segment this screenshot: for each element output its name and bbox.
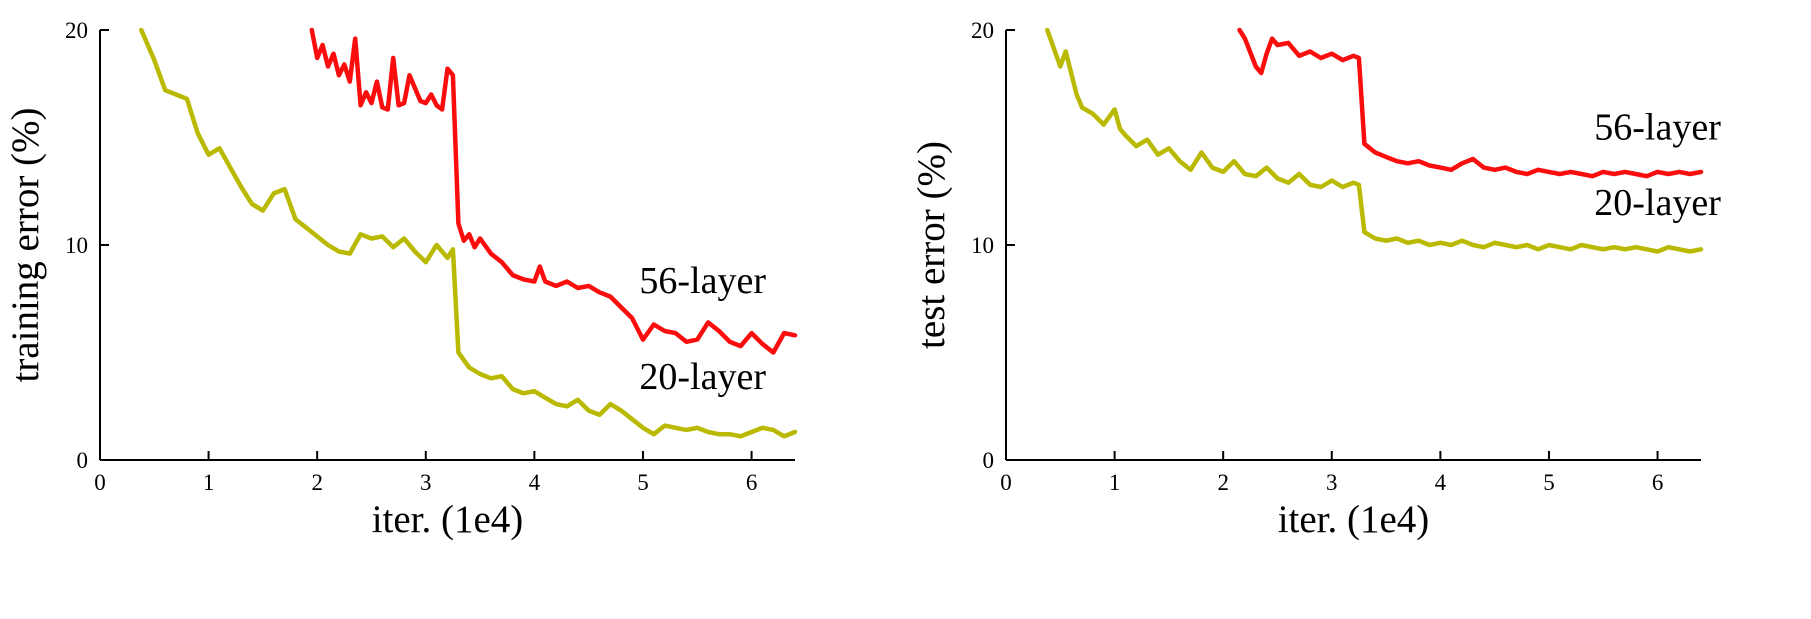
y-tick-label: 0 — [983, 448, 995, 473]
series-line-56-layer — [309, 27, 798, 355]
y-axis-label: test error (%) — [910, 141, 953, 349]
x-tick-label: 3 — [1326, 470, 1338, 495]
curve-annotation-20-layer: 20-layer — [1594, 182, 1721, 224]
x-tick-label: 0 — [94, 470, 106, 495]
x-tick-label: 1 — [1109, 470, 1121, 495]
curve-annotation-56-layer: 56-layer — [1594, 107, 1721, 149]
x-tick-label: 1 — [203, 470, 215, 495]
y-tick-label: 0 — [77, 448, 89, 473]
y-tick-label: 20 — [65, 18, 88, 43]
test-error-chart: 0 1 2 3 4 5 6 0 10 20 iter. (1e4) test error (%) 56-… — [906, 0, 1811, 614]
x-tick-label: 4 — [529, 470, 541, 495]
x-axis-label: iter. (1e4) — [1278, 498, 1430, 541]
training-error-chart-svg: 0 1 2 3 4 5 6 0 10 20 iter. (1e4) training error (%… — [4, 18, 798, 541]
x-tick-label: 2 — [311, 470, 323, 495]
y-tick-label: 10 — [65, 233, 88, 258]
x-axis-label: iter. (1e4) — [372, 498, 524, 541]
x-tick-label: 0 — [1000, 470, 1012, 495]
curve-annotation-20-layer: 20-layer — [639, 356, 766, 398]
x-tick-label: 6 — [1652, 470, 1664, 495]
x-tick-label: 2 — [1217, 470, 1229, 495]
x-tick-label: 3 — [420, 470, 432, 495]
curve-annotation-56-layer: 56-layer — [639, 260, 766, 302]
x-tick-label: 5 — [637, 470, 649, 495]
series-line-56-layer — [1237, 27, 1704, 179]
x-tick-label: 6 — [746, 470, 758, 495]
series-line-20-layer — [1045, 27, 1704, 254]
series-line-20-layer — [139, 27, 798, 439]
y-tick-label: 20 — [971, 18, 994, 43]
y-tick-label: 10 — [971, 233, 994, 258]
training-error-chart: 0 1 2 3 4 5 6 0 10 20 iter. (1e4) training error (%… — [0, 0, 905, 614]
y-axis-label: training error (%) — [4, 107, 47, 382]
x-tick-label: 4 — [1435, 470, 1447, 495]
x-tick-label: 5 — [1543, 470, 1555, 495]
test-error-chart-svg: 0 1 2 3 4 5 6 0 10 20 iter. (1e4) test error (%) 56-… — [910, 18, 1721, 541]
